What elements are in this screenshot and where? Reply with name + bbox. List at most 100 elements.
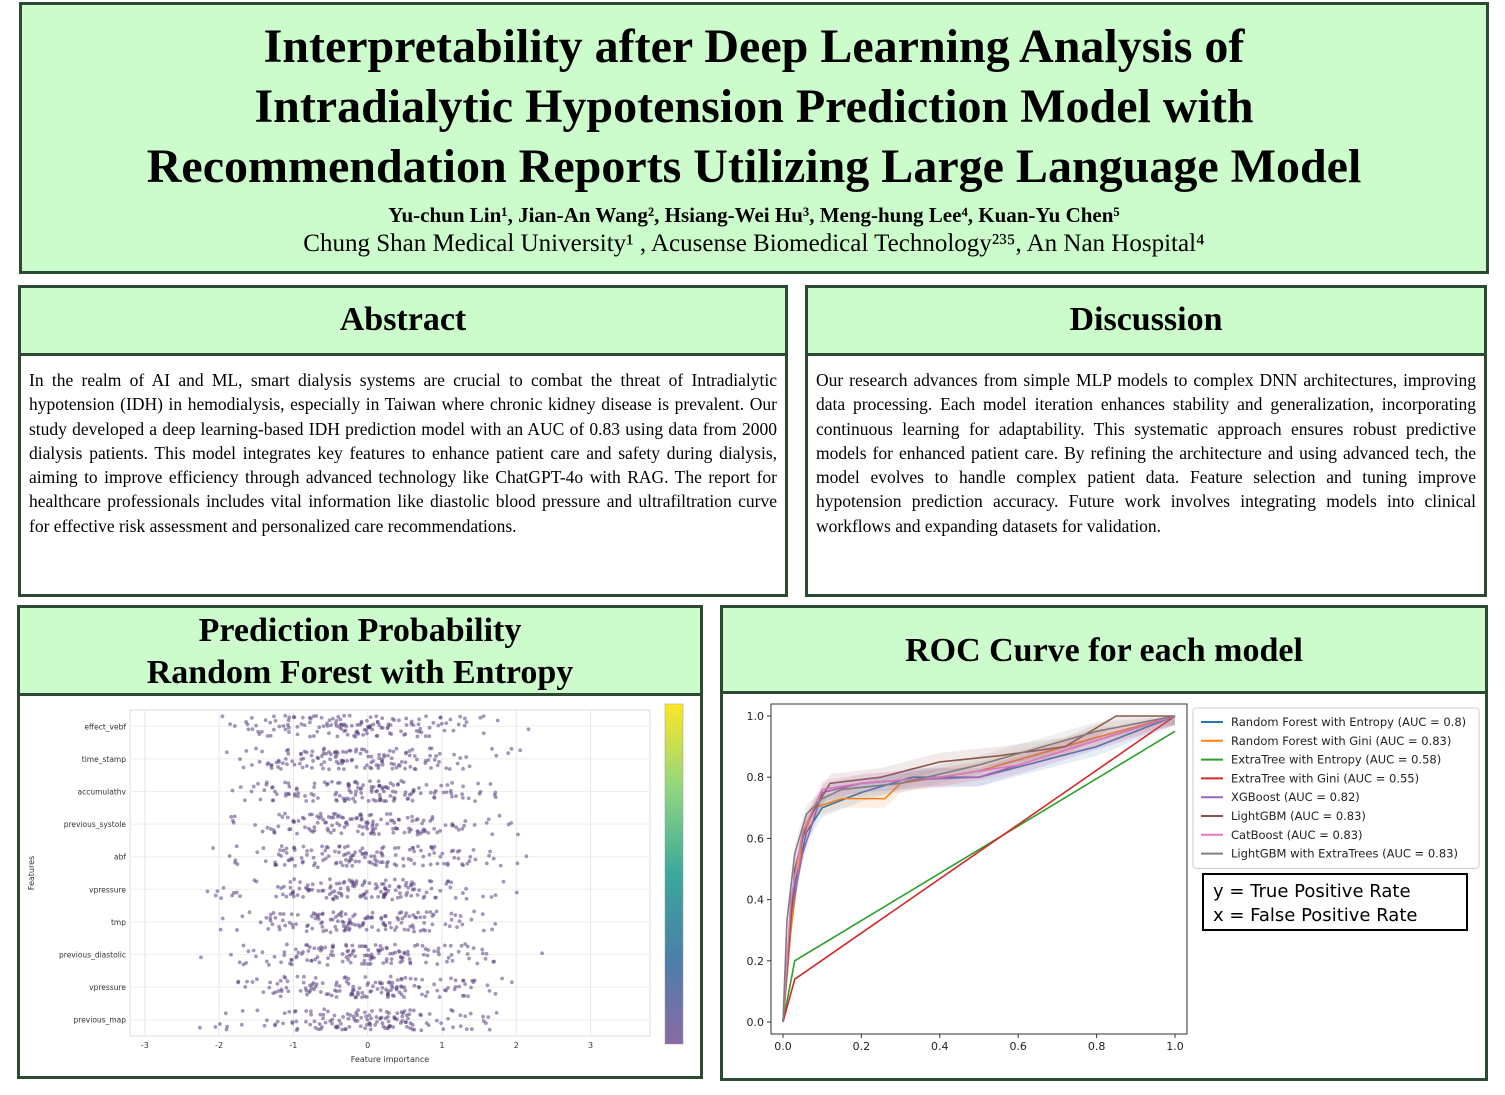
beeswarm-point [463, 942, 468, 946]
beeswarm-point [294, 1028, 299, 1033]
beeswarm-point [295, 732, 300, 737]
beeswarm-point [287, 784, 292, 789]
beeswarm-point [492, 959, 497, 964]
beeswarm-point [355, 722, 360, 727]
beeswarm-point [316, 917, 321, 921]
beeswarm-point [320, 844, 324, 849]
beeswarm-point [493, 790, 498, 795]
beeswarm-point [438, 854, 443, 859]
beeswarm-point [419, 848, 423, 853]
beeswarm-point [345, 732, 350, 737]
beeswarm-point [255, 1008, 260, 1013]
beeswarm-point [388, 794, 393, 798]
beeswarm-point [272, 714, 276, 719]
beeswarm-point [427, 879, 432, 883]
beeswarm-point [421, 854, 426, 859]
roc-confidence-band [783, 716, 1175, 1022]
beeswarm-point [363, 1010, 367, 1015]
beeswarm-point [453, 896, 458, 900]
beeswarm-point [456, 856, 461, 861]
beeswarm-point [374, 1015, 379, 1019]
x-tick-label: -1 [289, 1041, 297, 1050]
beeswarm-point [409, 882, 413, 887]
beeswarm-point [328, 752, 333, 757]
beeswarm-point [333, 924, 338, 929]
beeswarm-point [438, 715, 443, 720]
beeswarm-point [327, 718, 332, 723]
beeswarm-point [378, 1016, 383, 1021]
beeswarm-point [363, 944, 367, 949]
beeswarm-point [396, 817, 401, 822]
beeswarm-point [436, 723, 441, 728]
beeswarm-point [334, 860, 339, 865]
beeswarm-point [287, 920, 292, 925]
beeswarm-point [426, 758, 431, 763]
beeswarm-point [232, 814, 237, 819]
beeswarm-point [274, 894, 279, 899]
beeswarm-point [367, 881, 372, 885]
beeswarm-point [338, 860, 343, 865]
authors-line: Yu-chun Lin¹, Jian-An Wang², Hsiang-Wei … [388, 203, 1120, 227]
beeswarm-point [374, 822, 379, 827]
beeswarm-point [317, 725, 322, 730]
beeswarm-point [328, 952, 333, 957]
beeswarm-point [306, 949, 311, 953]
beeswarm-point [300, 860, 305, 865]
beeswarm-point [342, 879, 347, 884]
beeswarm-point [449, 952, 454, 957]
beeswarm-point [352, 733, 356, 738]
beeswarm-point [447, 924, 452, 929]
beeswarm-point [335, 814, 340, 819]
beeswarm-point [351, 948, 356, 953]
colorbar [664, 703, 684, 1045]
beeswarm-point [442, 861, 447, 866]
beeswarm-point [415, 829, 420, 834]
beeswarm-point [338, 911, 343, 916]
beeswarm-point [387, 748, 392, 753]
beeswarm-point [398, 1021, 403, 1025]
beeswarm-point [284, 894, 289, 899]
beeswarm-point [450, 794, 454, 799]
beeswarm-point [321, 929, 326, 933]
beeswarm-point [509, 821, 514, 825]
beeswarm-point [353, 793, 358, 797]
beeswarm-point [471, 980, 476, 985]
beeswarm-point [251, 948, 256, 953]
beeswarm-point [344, 955, 349, 960]
beeswarm-point [250, 727, 255, 732]
beeswarm-point [422, 915, 427, 919]
abstract-panel: Abstract In the realm of AI and ML, smar… [18, 285, 788, 597]
y-tick-label: 0.2 [747, 955, 765, 968]
beeswarm-point [279, 886, 284, 891]
beeswarm-point [369, 754, 374, 759]
beeswarm-point [454, 825, 459, 830]
beeswarm-point [265, 825, 270, 830]
beeswarm-point [374, 714, 379, 719]
beeswarm-point [319, 754, 324, 758]
beeswarm-point [347, 713, 352, 718]
beeswarm-point [464, 1027, 469, 1032]
beeswarm-point [339, 815, 344, 820]
beeswarm-point [465, 861, 470, 866]
beeswarm-point [432, 982, 437, 987]
beeswarm-point [403, 914, 408, 919]
beeswarm-point [386, 993, 390, 998]
beeswarm-point [379, 882, 384, 886]
beeswarm-point [343, 820, 348, 825]
beeswarm-point [367, 1021, 372, 1026]
beeswarm-point [380, 785, 385, 790]
beeswarm-point [328, 877, 332, 882]
beeswarm-point [213, 893, 218, 898]
beeswarm-point [348, 817, 353, 822]
beeswarm-point [407, 1012, 412, 1017]
beeswarm-point [360, 832, 365, 837]
beeswarm-point [263, 859, 268, 864]
beeswarm-point [345, 1012, 350, 1016]
beeswarm-point [423, 734, 428, 739]
beeswarm-point [288, 880, 293, 884]
beeswarm-point [461, 784, 466, 789]
beeswarm-point [280, 815, 285, 819]
beeswarm-point [307, 715, 312, 720]
beeswarm-point [284, 985, 289, 990]
beeswarm-point [399, 1010, 404, 1015]
